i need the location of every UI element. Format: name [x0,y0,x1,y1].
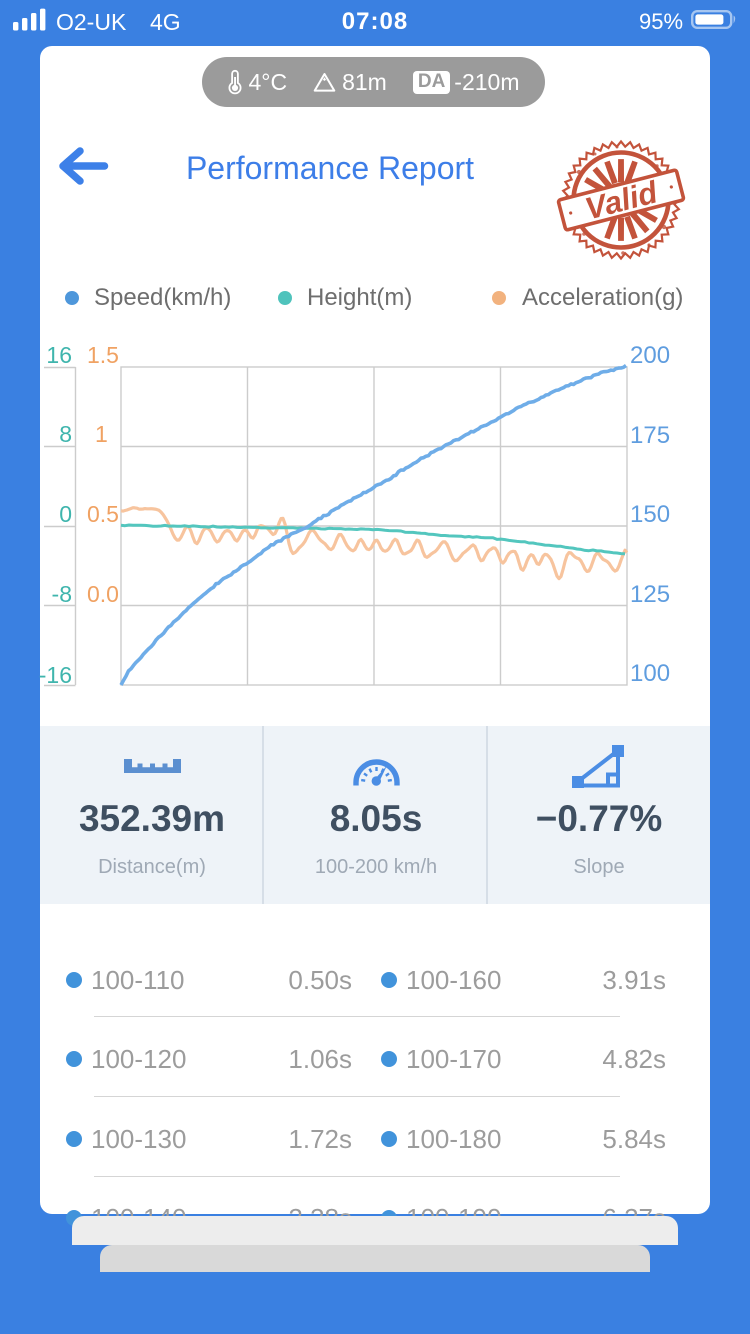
svg-text:100: 100 [630,660,670,687]
svg-text:-8: -8 [52,581,72,607]
svg-text:200: 200 [630,342,670,369]
svg-text:1: 1 [95,421,108,447]
svg-text:150: 150 [630,501,670,528]
svg-text:0.5: 0.5 [87,501,119,527]
svg-text:0.0: 0.0 [87,581,119,607]
svg-text:175: 175 [630,422,670,449]
svg-text:16: 16 [46,342,72,368]
svg-text:0: 0 [59,501,72,527]
svg-text:8: 8 [59,421,72,447]
svg-text:1.5: 1.5 [87,342,119,368]
svg-text:-16: -16 [39,662,72,688]
svg-text:125: 125 [630,581,670,608]
